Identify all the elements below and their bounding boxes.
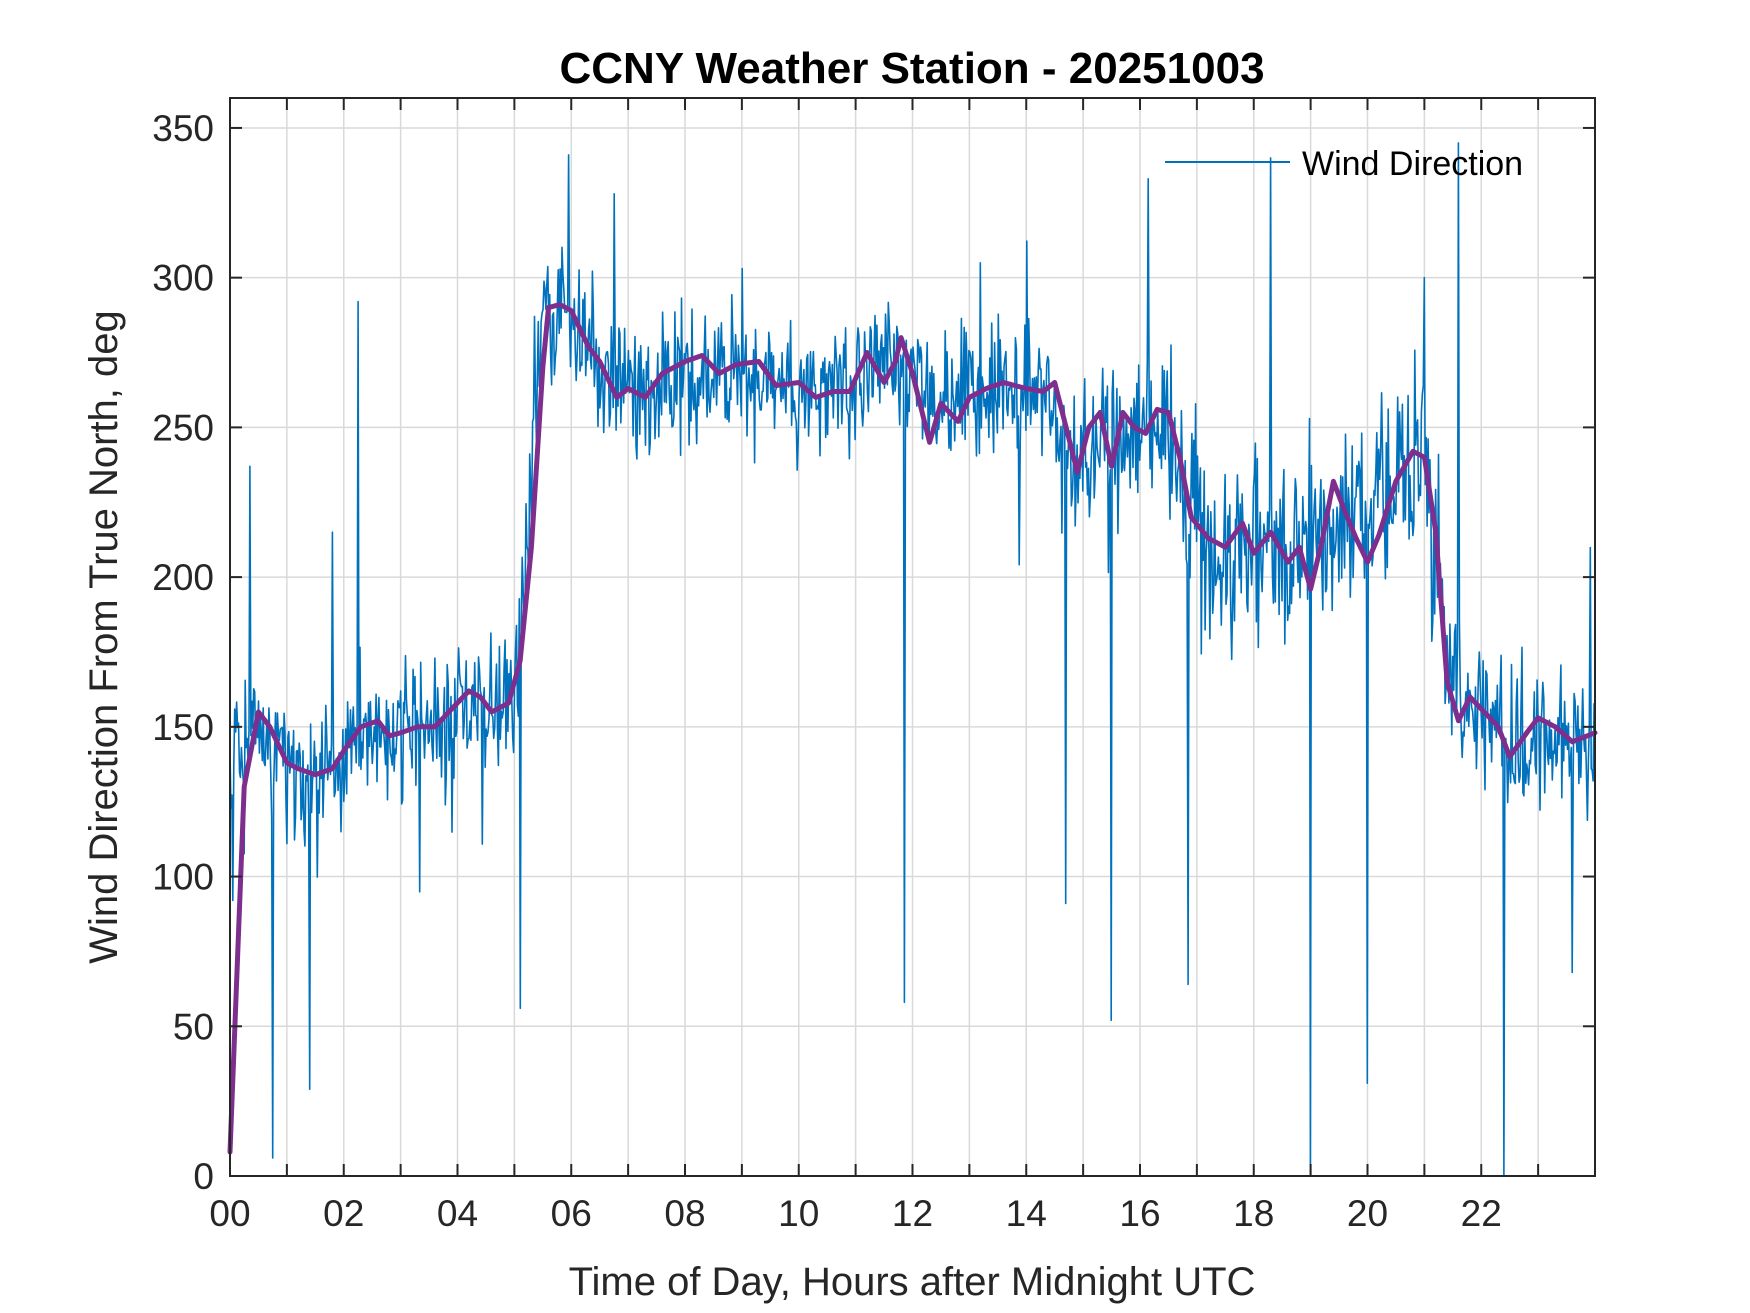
x-tick-label: 06 xyxy=(551,1193,592,1234)
smoothed-wind-direction-line xyxy=(227,302,1598,1155)
y-axis-label: Wind Direction From True North, deg xyxy=(82,310,126,964)
x-tick-label: 22 xyxy=(1461,1193,1502,1234)
x-tick-label: 10 xyxy=(778,1193,819,1234)
x-tick-label: 14 xyxy=(1006,1193,1047,1234)
x-tick-label: 02 xyxy=(323,1193,364,1234)
y-tick-label: 300 xyxy=(152,258,214,299)
x-tick-label: 00 xyxy=(209,1193,250,1234)
y-tick-label: 350 xyxy=(152,108,214,149)
y-tick-label: 250 xyxy=(152,407,214,448)
x-tick-label: 04 xyxy=(437,1193,478,1234)
ticks xyxy=(229,98,1595,1177)
wind-direction-line xyxy=(229,142,1596,1177)
x-tick-label: 08 xyxy=(664,1193,705,1234)
y-tick-label: 200 xyxy=(152,557,214,598)
x-tick-label: 20 xyxy=(1347,1193,1388,1234)
x-tick-label: 12 xyxy=(892,1193,933,1234)
x-axis-label: Time of Day, Hours after Midnight UTC xyxy=(569,1260,1256,1304)
y-tick-label: 100 xyxy=(152,857,214,898)
legend-label-wind-direction: Wind Direction xyxy=(1302,145,1523,183)
y-tick-label: 150 xyxy=(152,707,214,748)
tick-labels: 00 02 04 06 08 10 12 14 16 18 20 22 0 50 100 150 200 250 3… xyxy=(152,108,1502,1234)
legend: Wind Direction xyxy=(1165,145,1523,183)
data-series xyxy=(227,142,1598,1177)
x-tick-label: 16 xyxy=(1119,1193,1160,1234)
x-tick-label: 18 xyxy=(1233,1193,1274,1234)
y-tick-label: 50 xyxy=(173,1006,214,1047)
chart-title: CCNY Weather Station - 20251003 xyxy=(559,44,1264,93)
y-tick-label: 0 xyxy=(193,1156,214,1197)
